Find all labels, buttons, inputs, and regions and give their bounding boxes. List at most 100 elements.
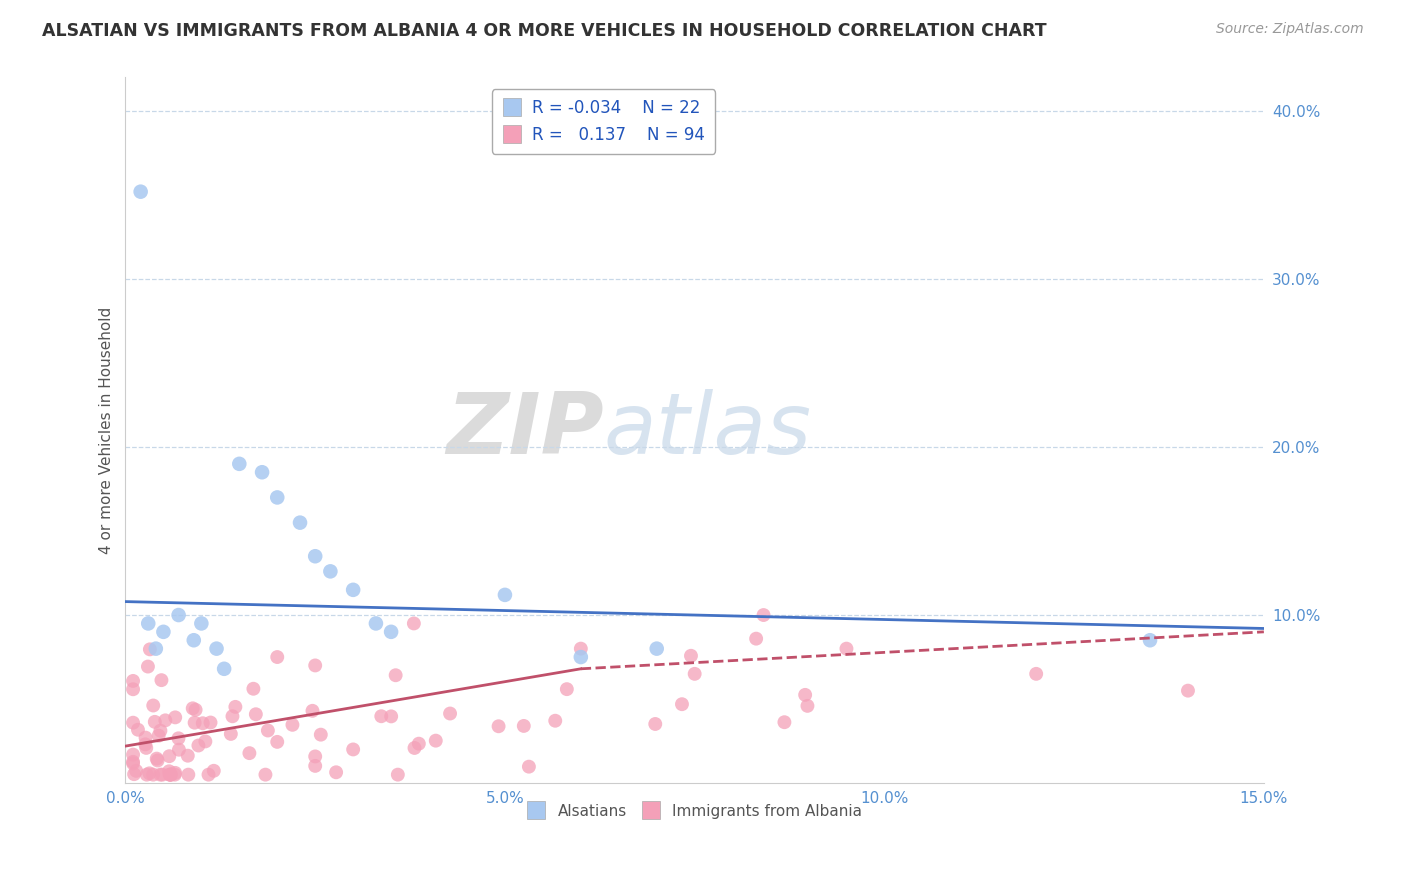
Point [183,633,205,648]
Point [228,457,250,471]
Point [194,734,217,748]
Legend: Alsatians, Immigrants from Albania: Alsatians, Immigrants from Albania [520,797,869,825]
Point [135,767,157,781]
Point [380,624,402,639]
Y-axis label: 4 or more Vehicles in Household: 4 or more Vehicles in Household [100,307,114,554]
Point [200,715,222,730]
Point [342,582,364,597]
Point [157,749,180,764]
Point [148,729,170,743]
Point [1177,683,1199,698]
Point [266,491,288,505]
Point [319,565,342,579]
Point [149,767,172,781]
Point [135,740,157,755]
Point [142,698,165,713]
Point [212,662,235,676]
Text: atlas: atlas [603,389,811,472]
Point [325,765,347,780]
Point [266,735,288,749]
Point [245,707,267,722]
Point [159,767,181,781]
Point [404,741,426,756]
Point [402,616,425,631]
Point [370,709,392,723]
Point [221,709,243,723]
Point [122,747,145,762]
Point [191,716,214,731]
Point [152,767,174,781]
Point [142,767,165,781]
Point [150,673,173,688]
Point [835,641,858,656]
Point [165,710,187,724]
Point [281,718,304,732]
Point [494,588,516,602]
Point [752,608,775,623]
Point [1139,633,1161,648]
Point [683,666,706,681]
Point [125,764,148,778]
Point [177,748,200,763]
Point [134,737,156,751]
Point [157,764,180,779]
Point [122,673,145,688]
Point [569,641,592,656]
Point [254,767,277,781]
Point [364,616,387,631]
Point [159,767,181,781]
Point [517,759,540,773]
Point [135,731,157,745]
Point [122,767,145,781]
Point [159,767,181,781]
Point [1025,666,1047,681]
Point [122,682,145,697]
Point [555,682,578,697]
Point [679,648,702,663]
Point [122,756,145,771]
Point [190,616,212,631]
Point [165,765,187,780]
Point [122,715,145,730]
Point [145,751,167,765]
Point [145,641,167,656]
Point [167,608,190,623]
Text: ALSATIAN VS IMMIGRANTS FROM ALBANIA 4 OR MORE VEHICLES IN HOUSEHOLD CORRELATION : ALSATIAN VS IMMIGRANTS FROM ALBANIA 4 OR… [42,22,1047,40]
Point [425,733,447,747]
Point [183,715,205,730]
Point [544,714,567,728]
Point [304,658,326,673]
Point [181,701,204,715]
Point [129,185,152,199]
Point [138,766,160,780]
Point [645,641,668,656]
Point [149,723,172,738]
Point [380,709,402,723]
Point [139,642,162,657]
Text: ZIP: ZIP [446,389,603,472]
Point [163,767,186,781]
Point [569,650,592,665]
Point [266,650,288,665]
Point [384,668,406,682]
Point [167,731,190,746]
Point [122,755,145,769]
Point [513,719,536,733]
Point [205,641,228,656]
Point [796,698,818,713]
Point [187,739,209,753]
Point [408,737,430,751]
Point [288,516,311,530]
Point [250,465,273,479]
Text: Source: ZipAtlas.com: Source: ZipAtlas.com [1216,22,1364,37]
Point [167,742,190,756]
Point [146,754,169,768]
Point [773,715,796,730]
Point [155,714,177,728]
Point [152,624,174,639]
Point [342,742,364,756]
Point [136,659,159,673]
Point [224,699,246,714]
Point [202,764,225,778]
Point [143,714,166,729]
